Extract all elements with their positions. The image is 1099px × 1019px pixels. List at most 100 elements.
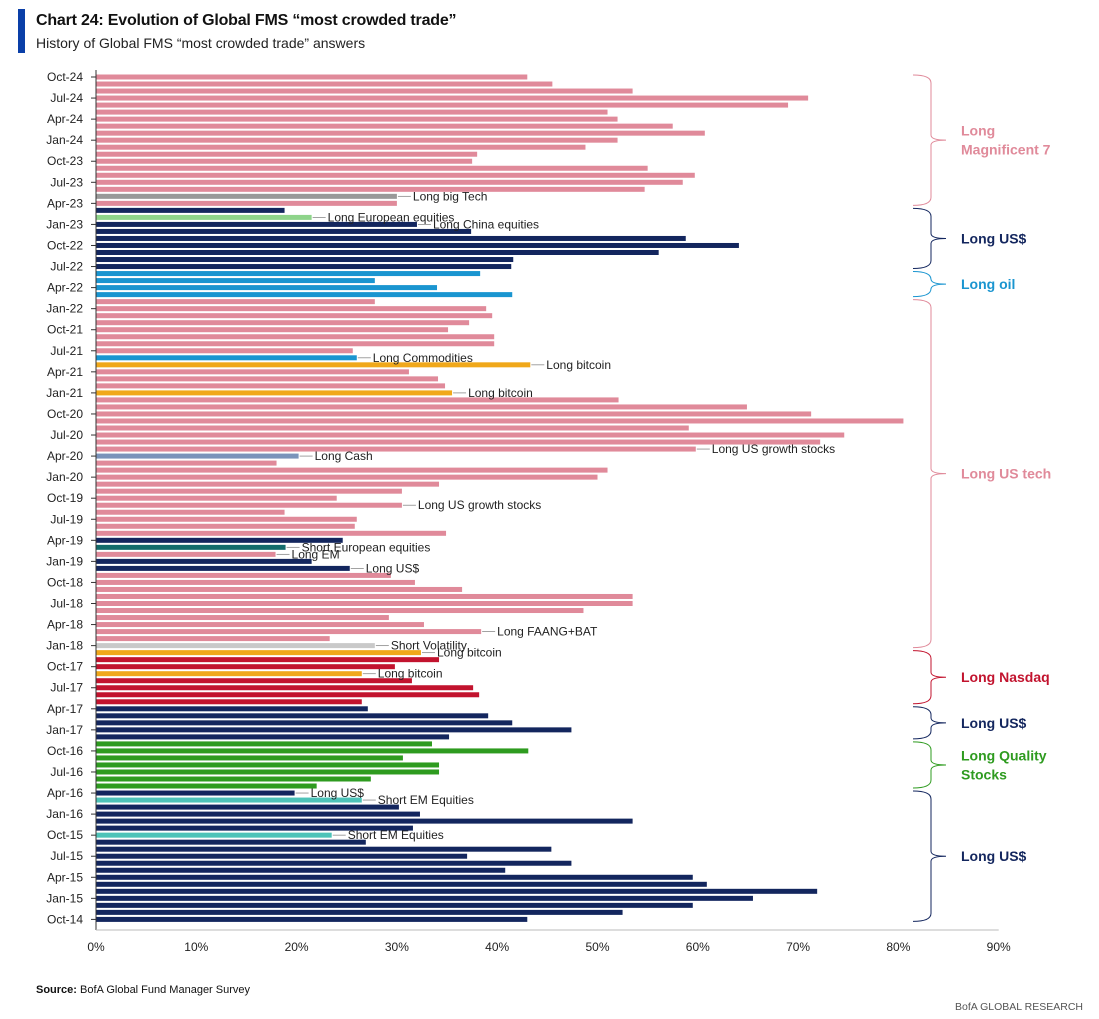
bar xyxy=(96,657,440,663)
bar xyxy=(96,572,391,578)
brand-label: BofA GLOBAL RESEARCH xyxy=(955,1001,1083,1013)
bar xyxy=(96,327,449,333)
bar xyxy=(96,467,608,473)
group-bracket xyxy=(912,790,947,922)
y-tick-label: Jul-22 xyxy=(50,260,83,274)
y-tick-label: Jul-23 xyxy=(50,175,83,189)
bar xyxy=(96,158,473,164)
group-bracket xyxy=(912,706,947,740)
y-tick-label: Apr-24 xyxy=(47,112,83,126)
x-tick-label: 30% xyxy=(385,940,409,954)
y-tick-label: Jan-18 xyxy=(46,639,83,653)
x-tick-label: 0% xyxy=(87,940,105,954)
chart-subtitle: History of Global FMS “most crowded trad… xyxy=(36,35,366,51)
bar xyxy=(96,530,447,536)
bar xyxy=(96,565,350,571)
bar xyxy=(96,116,618,122)
annotation-label: Long bitcoin xyxy=(468,386,533,400)
y-tick-label: Jan-23 xyxy=(46,217,83,231)
y-tick-label: Jan-19 xyxy=(46,554,83,568)
bar xyxy=(96,362,531,368)
annotation-label: Long bitcoin xyxy=(437,646,502,660)
bar xyxy=(96,418,904,424)
bar xyxy=(96,916,528,922)
bar xyxy=(96,425,689,431)
bar xyxy=(96,551,276,557)
bar xyxy=(96,608,584,614)
bar xyxy=(96,832,332,838)
group-label: Long oil xyxy=(961,276,1015,292)
y-tick-label: Oct-23 xyxy=(47,154,83,168)
annotation-label: Long US growth stocks xyxy=(712,442,835,456)
y-tick-label: Jul-15 xyxy=(50,849,83,863)
bar xyxy=(96,888,818,894)
bar xyxy=(96,720,513,726)
group-label: Long xyxy=(961,123,995,139)
annotation-label: Long EM xyxy=(292,547,340,561)
bar xyxy=(96,558,312,564)
bar xyxy=(96,860,572,866)
bar xyxy=(96,762,440,768)
group-bracket xyxy=(912,650,947,705)
bar xyxy=(96,228,472,234)
annotation-label: Short European equities xyxy=(302,540,431,554)
bar xyxy=(96,334,495,340)
group-label: Long US tech xyxy=(961,466,1051,482)
bar xyxy=(96,678,412,684)
bar xyxy=(96,102,789,108)
bar xyxy=(96,516,357,522)
bar xyxy=(96,895,753,901)
bar xyxy=(96,348,353,354)
annotation-label: Long Commodities xyxy=(373,351,473,365)
group-label: Stocks xyxy=(961,766,1007,782)
y-tick-label: Jul-17 xyxy=(50,681,83,695)
bar xyxy=(96,186,645,192)
y-tick-label: Jul-21 xyxy=(50,344,83,358)
y-tick-label: Apr-17 xyxy=(47,702,83,716)
bar xyxy=(96,137,618,143)
bar xyxy=(96,88,633,94)
bar xyxy=(96,404,747,410)
y-tick-label: Apr-15 xyxy=(47,870,83,884)
bar xyxy=(96,144,586,150)
group-label: Long Nasdaq xyxy=(961,669,1050,685)
x-tick-label: 70% xyxy=(786,940,810,954)
y-tick-label: Jul-19 xyxy=(50,512,83,526)
annotation-label: Long European equities xyxy=(328,210,455,224)
bar xyxy=(96,734,450,740)
y-tick-label: Jan-15 xyxy=(46,891,83,905)
y-tick-label: Oct-20 xyxy=(47,407,83,421)
bar xyxy=(96,172,695,178)
bar xyxy=(96,636,330,642)
y-tick-label: Oct-22 xyxy=(47,238,83,252)
bar xyxy=(96,615,389,621)
annotation-label: Long bitcoin xyxy=(378,667,443,681)
bar xyxy=(96,783,317,789)
group-bracket xyxy=(912,299,947,649)
group-bracket xyxy=(912,271,947,298)
bar xyxy=(96,664,395,670)
y-tick-label: Apr-23 xyxy=(47,196,83,210)
y-tick-label: Apr-18 xyxy=(47,618,83,632)
bar xyxy=(96,341,495,347)
annotation-label: Long FAANG+BAT xyxy=(497,625,598,639)
annotation-label: Long big Tech xyxy=(413,189,488,203)
bar xyxy=(96,74,528,80)
bar xyxy=(96,320,470,326)
bar xyxy=(96,453,299,459)
y-tick-label: Jan-20 xyxy=(46,470,83,484)
y-tick-label: Jan-17 xyxy=(46,723,83,737)
bar xyxy=(96,797,362,803)
bar xyxy=(96,622,424,628)
bar xyxy=(96,165,648,171)
annotation-label: Long US growth stocks xyxy=(418,498,541,512)
bar xyxy=(96,629,482,635)
source-text: BofA Global Fund Manager Survey xyxy=(80,984,251,996)
y-tick-label: Jul-20 xyxy=(50,428,83,442)
bar xyxy=(96,179,683,185)
annotation-label: Long US$ xyxy=(366,561,420,575)
bar xyxy=(96,909,623,915)
x-tick-label: 20% xyxy=(285,940,309,954)
bar xyxy=(96,369,409,375)
bar xyxy=(96,292,513,298)
